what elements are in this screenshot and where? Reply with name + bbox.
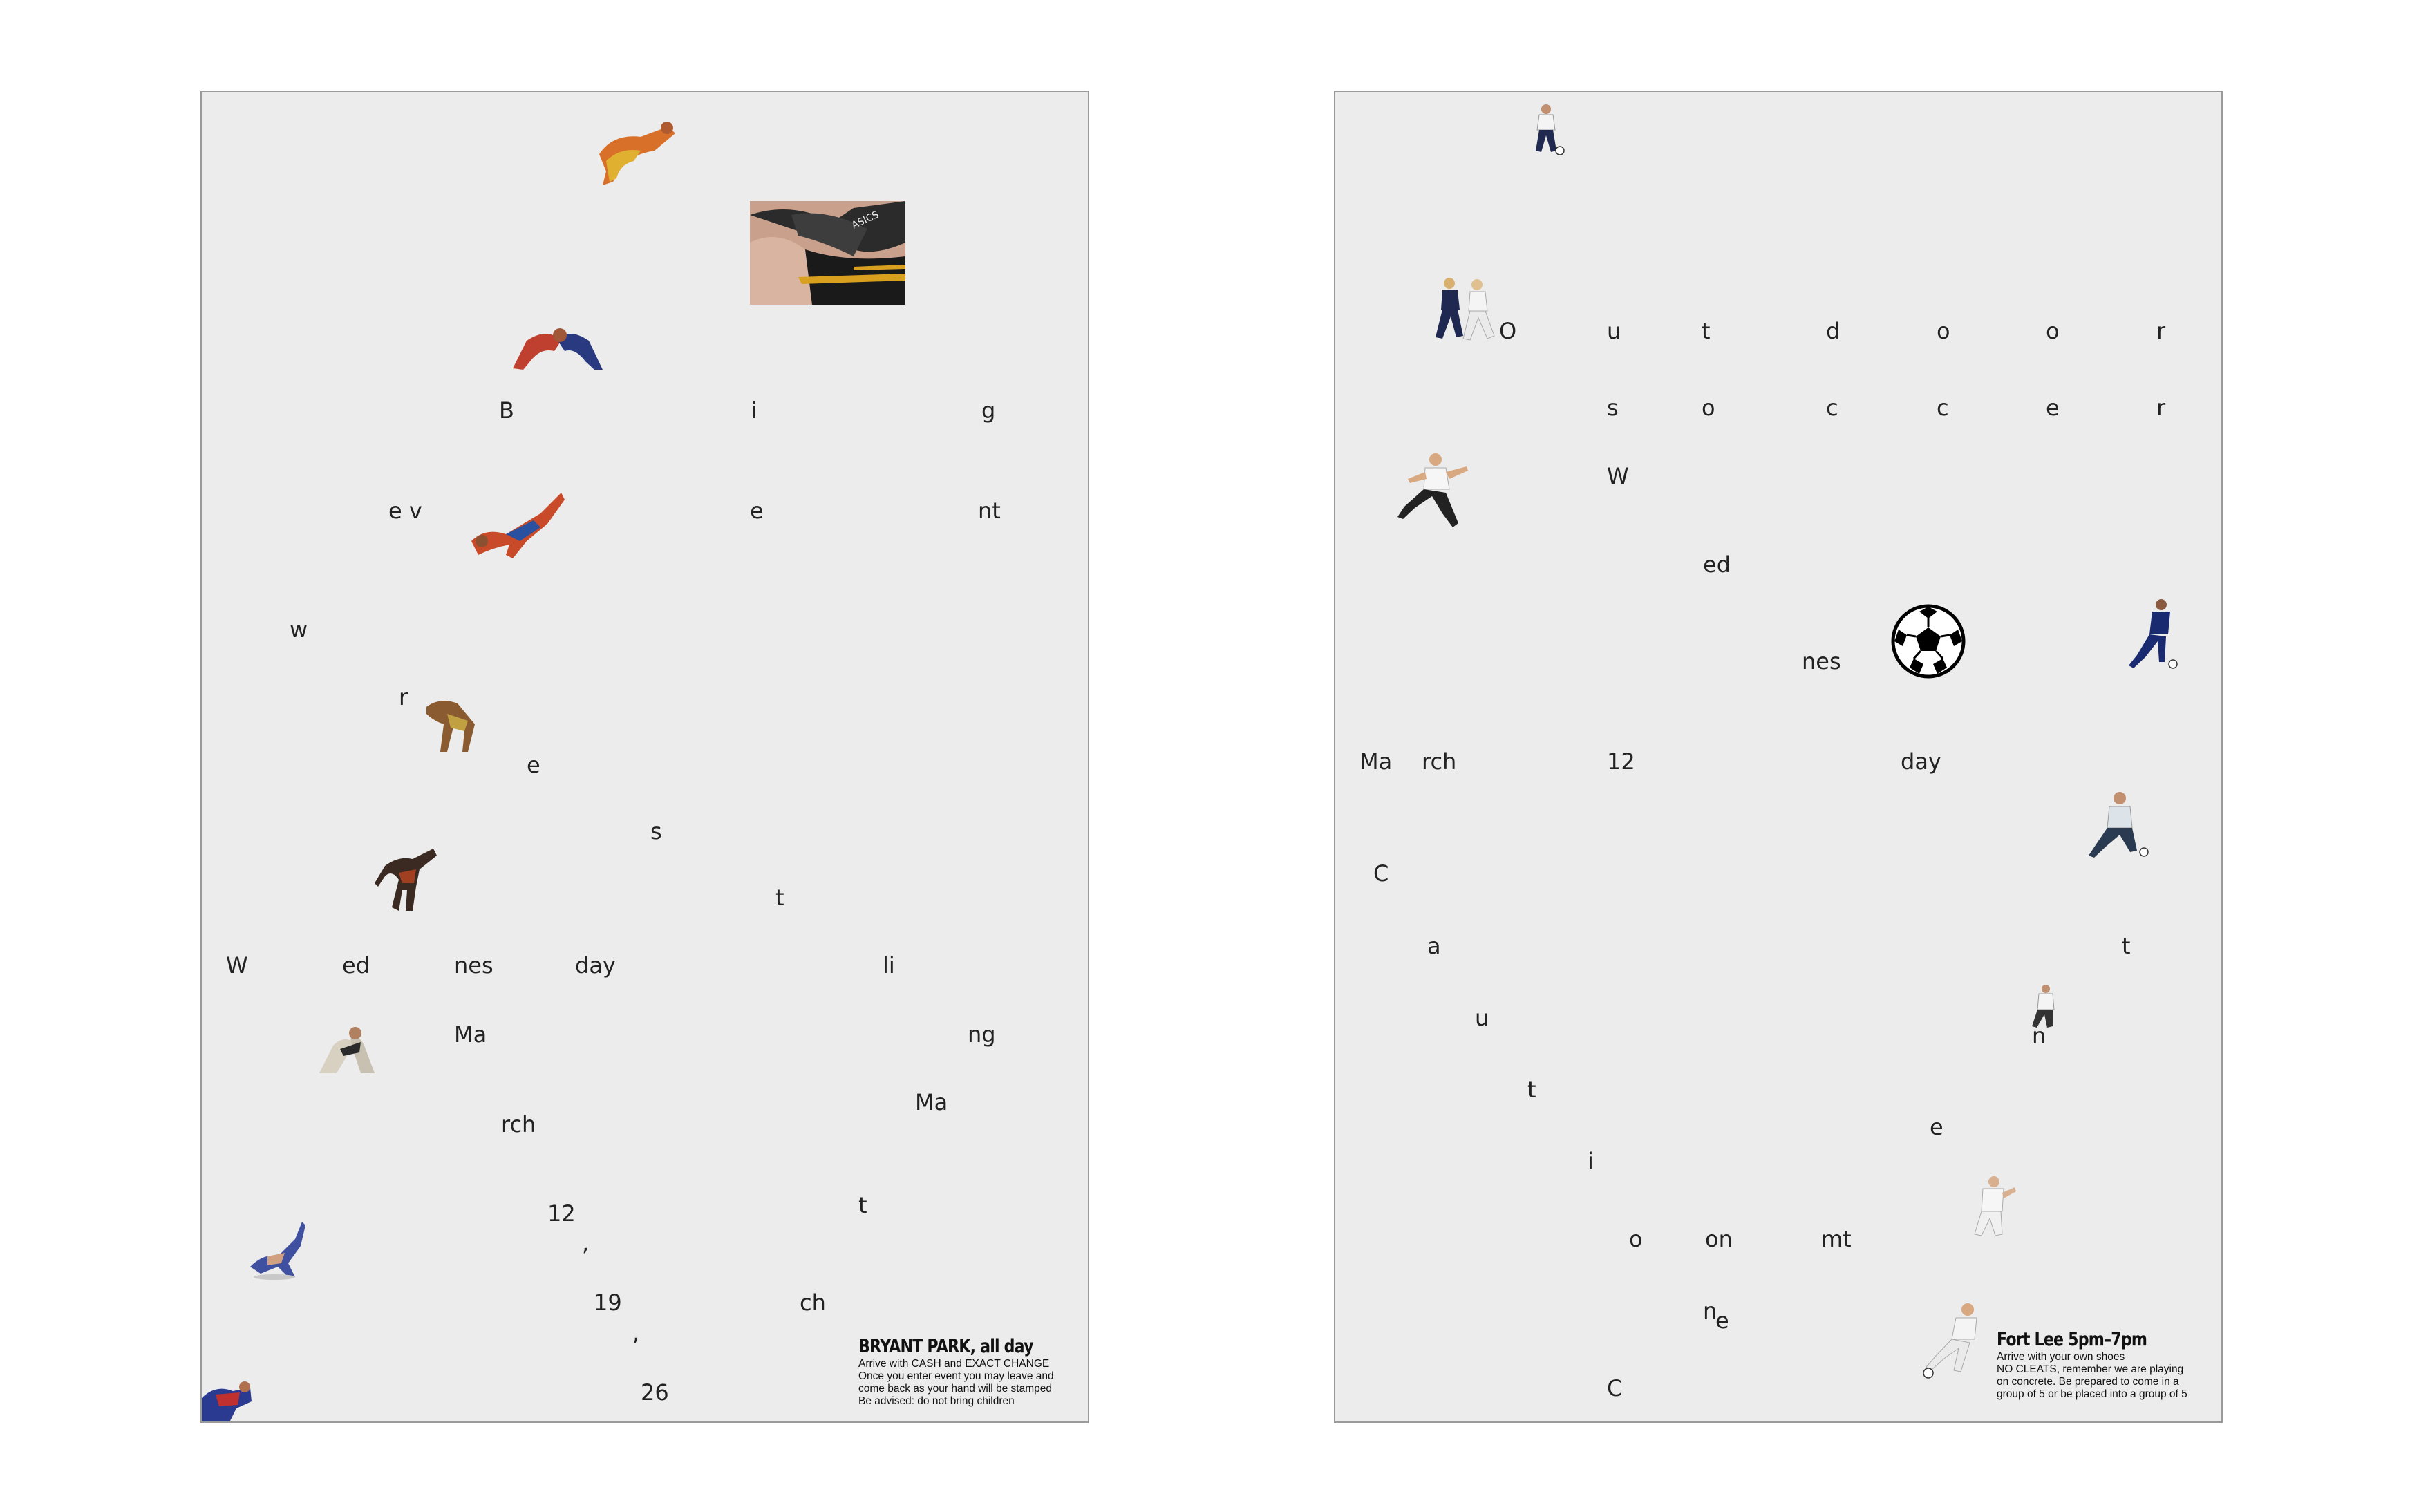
event-info-line: Once you enter event you may leave and	[858, 1370, 1054, 1382]
scatter-word: 26	[641, 1379, 669, 1406]
event-info-line: come back as your hand will be stamped	[858, 1383, 1053, 1395]
scatter-word: nt	[978, 498, 1001, 524]
scatter-word: W	[1607, 463, 1629, 489]
wrestler-figure	[420, 693, 482, 758]
soccer-player-figure	[2123, 596, 2182, 675]
scatter-word: Ma	[915, 1089, 948, 1115]
scatter-word: o	[1702, 395, 1715, 421]
scatter-word: ,	[582, 1230, 590, 1256]
event-info-line: Arrive with CASH and EXACT CHANGE	[858, 1358, 1050, 1370]
scatter-word: nes	[1802, 648, 1841, 674]
scatter-word: r	[2156, 395, 2166, 421]
wrestler-photo-image: ASICS	[750, 201, 905, 305]
scatter-word: B	[499, 397, 514, 424]
event-info-line: on concrete. Be prepared to come in a	[1997, 1376, 2179, 1388]
scatter-word: d	[1826, 318, 1841, 344]
scatter-word: g	[981, 397, 996, 424]
wrestler-figure	[202, 1377, 254, 1421]
wrestler-figure	[464, 486, 568, 565]
wrestler-figure	[312, 1018, 382, 1079]
event-info-line: Be advised: do not bring children	[858, 1395, 1015, 1407]
scatter-word: ed	[1703, 551, 1731, 578]
scatter-word: i	[751, 397, 757, 424]
wrestler-photo: ASICS	[750, 201, 905, 305]
scatter-word: 12	[547, 1200, 576, 1227]
event-info-line: Arrive with your own shoes	[1997, 1351, 2125, 1363]
scatter-word: u	[1475, 1005, 1489, 1031]
scatter-word: C	[1607, 1375, 1623, 1401]
soccer-player-figure	[2085, 790, 2151, 865]
scatter-word: 12	[1607, 748, 1635, 775]
scatter-word: w	[290, 616, 308, 643]
scatter-word: C	[1373, 860, 1389, 887]
scatter-word: u	[1607, 318, 1621, 344]
wrestler-figure	[247, 1218, 305, 1283]
event-info-line: NO CLEATS, remember we are playing	[1997, 1363, 2184, 1375]
scatter-word: e	[527, 752, 540, 778]
scatter-word: on	[1705, 1226, 1733, 1252]
soccer-player-figure	[1961, 1173, 2016, 1242]
event-location-title: BRYANT PARK, all day	[858, 1336, 1034, 1357]
soccer-player-figure	[1522, 102, 1570, 160]
scatter-word: t	[775, 885, 784, 911]
scatter-word: n	[2032, 1023, 2046, 1049]
scatter-word: Ma	[1359, 748, 1393, 775]
soccer-ball-icon	[1890, 603, 1966, 682]
soccer-player-figure	[2026, 983, 2061, 1034]
scatter-word: rch	[501, 1111, 536, 1137]
wrestler-figure	[585, 113, 679, 191]
wrestler-figure	[371, 845, 440, 917]
scatter-word: W	[226, 952, 248, 979]
scatter-word: e	[750, 498, 764, 524]
scatter-word: li	[883, 952, 895, 979]
scatter-word: nes	[454, 952, 493, 979]
scatter-word: ch	[800, 1289, 826, 1316]
scatter-word: c	[1937, 395, 1949, 421]
scatter-word: day	[1901, 748, 1941, 775]
scatter-word: t	[858, 1192, 867, 1218]
event-info: BRYANT PARK, all day Arrive with CASH an…	[858, 1336, 1071, 1408]
event-info-line: group of 5 or be placed into a group of …	[1997, 1388, 2187, 1400]
scatter-word: e	[1930, 1114, 1943, 1140]
scatter-word: t	[2122, 933, 2131, 959]
scatter-word: rch	[1422, 748, 1457, 775]
scatter-word: t	[1702, 318, 1711, 344]
scatter-word: n	[1703, 1298, 1717, 1324]
scatter-word: day	[575, 952, 616, 979]
scatter-word: o	[2046, 318, 2060, 344]
scatter-word: ng	[968, 1021, 996, 1048]
scatter-word: i	[1588, 1148, 1594, 1174]
scatter-word: mt	[1821, 1226, 1852, 1252]
scatter-word: s	[1607, 395, 1619, 421]
scatter-word: t	[1527, 1077, 1536, 1103]
event-info: Fort Lee 5pm–7pm Arrive with your own sh…	[1997, 1329, 2187, 1401]
wrestling-poster: B i g e v e nt w r e s t W ed nes day li…	[200, 91, 1089, 1423]
scatter-word: o	[1629, 1226, 1643, 1252]
soccer-poster: O u t d o o r s o c c e r W ed nes Ma rc…	[1334, 91, 2223, 1423]
soccer-player-figure	[1916, 1301, 1988, 1383]
wrestler-figure	[506, 320, 610, 375]
scatter-word: e v	[388, 498, 422, 524]
scatter-word: Ma	[454, 1021, 487, 1048]
event-location-title: Fort Lee 5pm–7pm	[1997, 1329, 2147, 1350]
scatter-word: a	[1427, 933, 1441, 959]
scatter-word: o	[1937, 318, 1950, 344]
scatter-word: O	[1499, 318, 1517, 344]
scatter-word: 19	[594, 1289, 622, 1316]
scatter-word: r	[399, 684, 408, 710]
scatter-word: e	[2046, 395, 2060, 421]
scatter-word: e	[1715, 1307, 1729, 1334]
scatter-word: c	[1826, 395, 1838, 421]
soccer-player-figure	[1429, 275, 1518, 347]
scatter-word: s	[650, 818, 662, 844]
scatter-word: r	[2156, 318, 2166, 344]
scatter-word: ,	[632, 1320, 640, 1346]
scatter-word: ed	[342, 952, 370, 979]
soccer-player-figure	[1391, 451, 1470, 533]
